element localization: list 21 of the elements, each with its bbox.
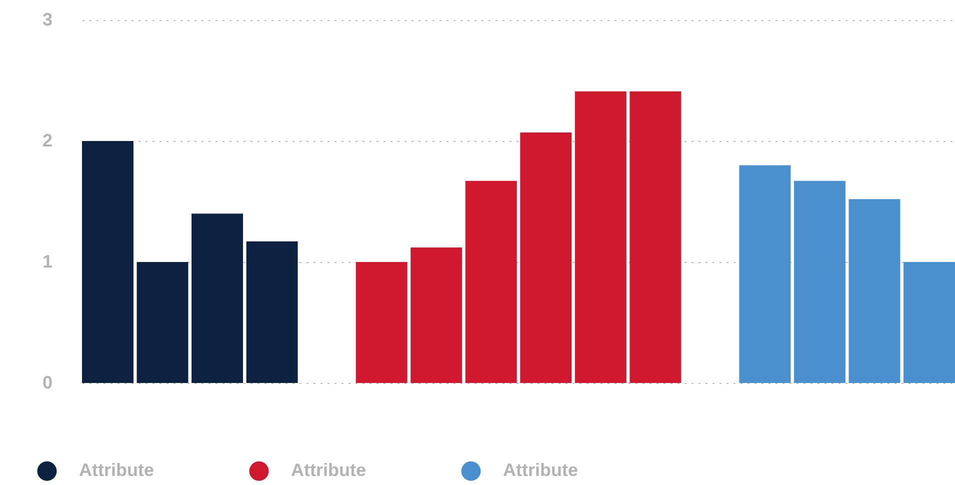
y-tick-label: 1 <box>42 252 52 272</box>
bar <box>136 262 188 383</box>
bar <box>410 247 462 383</box>
bar <box>465 180 517 383</box>
bar <box>794 180 846 383</box>
legend-label: Attribute <box>291 460 366 480</box>
y-tick-label: 2 <box>42 130 52 150</box>
legend-label: Attribute <box>503 460 578 480</box>
bar <box>574 91 626 383</box>
bar <box>246 241 298 383</box>
bar <box>630 91 682 383</box>
y-tick-label: 0 <box>42 372 52 392</box>
legend-label: Attribute <box>79 460 154 480</box>
bar <box>82 141 134 383</box>
y-tick-label: 3 <box>42 10 52 30</box>
bar <box>520 132 572 383</box>
bar <box>904 262 955 383</box>
bar <box>356 262 408 383</box>
bar <box>848 199 900 383</box>
bar <box>739 165 791 383</box>
bar <box>192 214 244 383</box>
